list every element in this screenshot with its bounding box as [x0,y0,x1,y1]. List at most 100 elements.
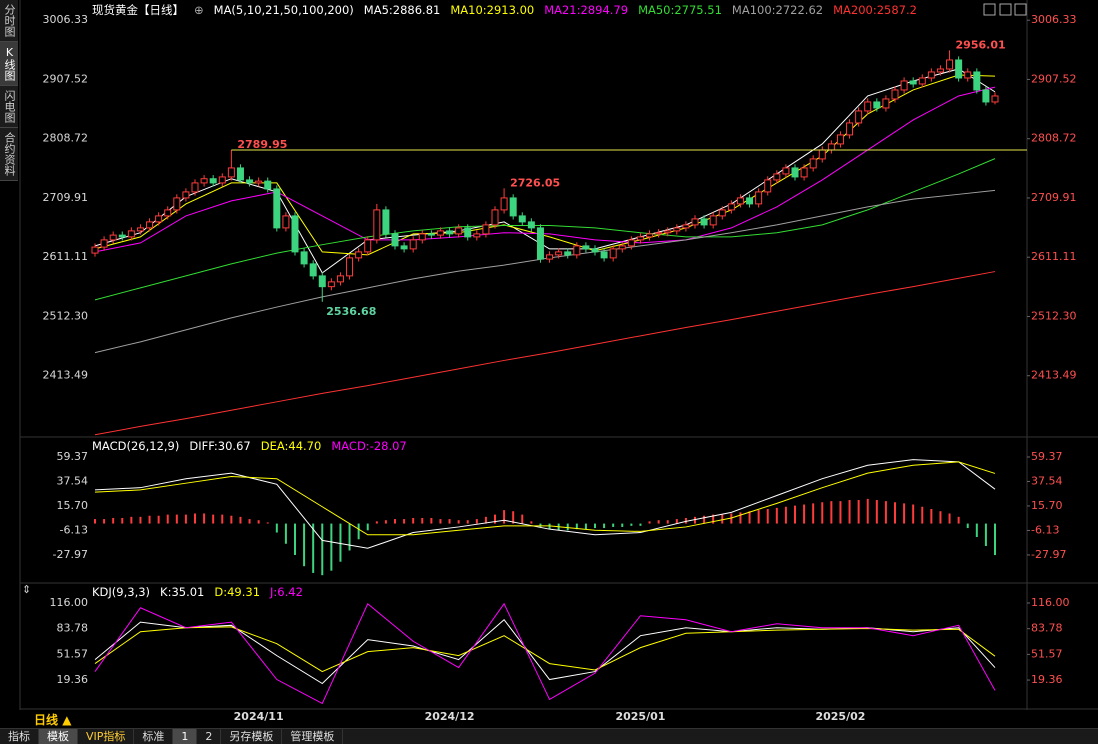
sidebar-tab[interactable]: 合约资料 [0,128,18,181]
candle-body [491,209,499,226]
candle-body [846,122,854,136]
candle-body [764,179,772,193]
candle-body [791,167,799,178]
window-icon[interactable] [1014,3,1027,16]
candle-body [382,209,390,235]
candle-body [291,215,299,253]
histogram-bar [639,523,642,526]
candle-body [200,178,208,184]
legend-entry: MACD:-28.07 [331,439,407,453]
period-selector[interactable]: 日线 ▲ [34,713,72,727]
y-tick-label: 2413.49 [43,369,89,382]
histogram-bar [603,523,606,529]
toolbar-button[interactable]: 另存模板 [221,729,283,744]
candle-body [727,203,735,211]
histogram-bar [903,503,906,524]
histogram-bar [703,515,706,524]
histogram-bar [575,523,578,530]
histogram-bar [839,501,842,524]
sidebar-tab[interactable]: K线图 [0,42,18,86]
candle-body [773,173,781,181]
histogram-bar [494,514,496,524]
window-icon[interactable] [983,3,996,16]
y-tick-label: 2413.49 [1031,369,1077,382]
candle-body [582,245,590,250]
candle-body [300,251,308,265]
histogram-bar [384,520,387,524]
candle-body [982,89,990,103]
y-tick-label: 2808.72 [1031,132,1077,145]
candle-body [800,167,808,178]
candle-body [600,251,608,259]
toolbar-button[interactable]: 管理模板 [282,729,344,744]
window-icon[interactable] [999,3,1012,16]
toolbar-button[interactable]: 2 [197,729,222,744]
histogram-bar [230,515,233,524]
histogram-bar [684,517,687,524]
legend: KDJ(9,3,3) K:35.01 D:49.31 J:6.42 [92,585,303,599]
candle-body [446,230,454,235]
histogram-bar [712,514,715,524]
toolbar-button[interactable]: 指标 [0,729,39,744]
histogram-bar [184,514,187,524]
histogram-bar [694,516,696,524]
legend-entry: DEA:44.70 [260,439,322,453]
histogram-bar [757,510,760,524]
histogram-bar [303,523,306,567]
candle-body [746,197,754,205]
histogram-bar [103,519,106,524]
chart-title: 现货黄金【日线】 [92,3,184,17]
y-tick-label: -27.97 [53,548,88,561]
candle-body [227,167,235,178]
candle-body [909,80,917,85]
histogram-bar [121,517,124,524]
histogram-bar [339,523,342,562]
candle-body [591,248,599,253]
candle-body [264,180,272,190]
toolbar-button[interactable]: 标准 [134,729,174,744]
resize-icon[interactable]: ⇕ [22,583,31,596]
histogram-bar [357,523,360,540]
histogram-bar [948,513,951,524]
histogram-bar [521,514,524,524]
histogram-bar [675,519,678,524]
candle-body [209,178,217,184]
candle-body [864,101,872,112]
candle-body [627,239,635,247]
candle-body [164,209,172,217]
legend-entry: MA5:2886.81 [363,3,441,17]
candle-body [536,227,544,260]
histogram-bar [748,511,751,524]
legend-entry: MA50:2775.51 [638,3,722,17]
x-tick-label: 2024/11 [234,710,284,723]
histogram-bar [994,523,996,556]
candle-body [373,209,381,241]
histogram-bar [739,512,742,524]
sidebar-tab[interactable]: 闪电图 [0,86,18,128]
legend: MACD(26,12,9) DIFF:30.67 DEA:44.70 MACD:-28… [92,439,407,453]
y-tick-label: 2709.91 [43,191,89,204]
candle-body [255,180,263,184]
histogram-bar [912,504,915,524]
candle-body [755,191,763,205]
y-tick-label: -27.97 [1031,548,1066,561]
histogram-bar [484,516,487,524]
high-label: 2956.01 [956,38,1006,51]
candle-body [655,232,663,235]
toolbar-button[interactable]: 1 [173,729,198,744]
sidebar-tab[interactable]: 分时图 [0,0,18,42]
histogram-bar [612,523,615,527]
histogram-bar [784,506,787,524]
candle-body [718,209,726,217]
candle-body [955,59,963,79]
candle-body [964,71,972,79]
background [0,0,1098,728]
legend-entry: K:35.01 [160,585,205,599]
histogram-bar [730,513,733,524]
y-tick-label: 59.37 [57,450,89,463]
toolbar-button[interactable]: VIP指标 [78,729,135,744]
toolbar-button[interactable]: 模板 [39,729,78,744]
pane-borders [19,0,1098,710]
y-tick-label: 2512.30 [43,309,89,322]
